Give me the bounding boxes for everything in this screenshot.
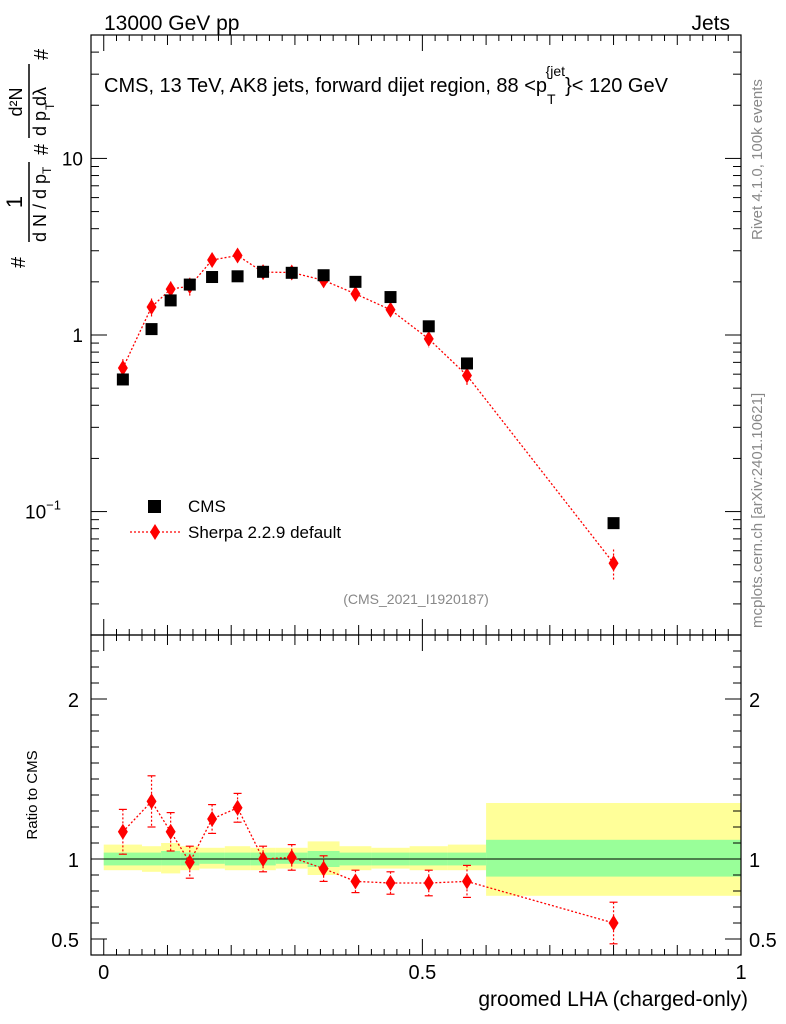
ylabel-one: 1 xyxy=(2,196,27,208)
ylabel-dn-sub: T xyxy=(40,166,54,174)
x-tick-label: 0 xyxy=(98,962,109,984)
ylabel-dn-text: d N / d p xyxy=(30,174,50,242)
ratio-band-inner xyxy=(486,839,741,877)
ylabel-d2n: d²N xyxy=(6,87,26,116)
mc-point xyxy=(165,281,176,298)
cms-point xyxy=(317,269,330,282)
ylabel-hash-3: # xyxy=(31,48,53,60)
mc-point xyxy=(350,285,361,302)
ratio-y-axis-label: Ratio to CMS xyxy=(24,750,41,839)
ratio-uncertainty-bands xyxy=(103,803,741,896)
ylabel-dn: d N / d pT xyxy=(30,166,54,242)
ratio-frame xyxy=(90,634,742,956)
ylabel-hash-1: # xyxy=(8,256,30,268)
ratio-mc-point xyxy=(146,793,157,810)
ratio-data-layer xyxy=(117,775,619,945)
mc-point xyxy=(461,367,472,384)
cms-point xyxy=(349,275,362,288)
ratio-mc-point xyxy=(117,823,128,840)
cms-point xyxy=(145,323,158,336)
ratio-mc-point xyxy=(165,823,176,840)
ratio-y-tick-label-right: 2 xyxy=(749,690,760,712)
ratio-mc-point xyxy=(184,854,195,871)
mc-point xyxy=(423,330,434,347)
x-axis-label: groomed LHA (charged-only) xyxy=(478,988,748,1011)
ylabel-hash-2: # xyxy=(31,143,53,155)
side-label-rivet: Rivet 4.1.0, 100k events xyxy=(749,79,766,240)
mc-point xyxy=(385,301,396,318)
ratio-y-tick-label: 1 xyxy=(68,850,79,872)
legend-marker-cms xyxy=(148,500,161,513)
cms-point xyxy=(285,266,298,279)
legend-label-mc: Sherpa 2.2.9 default xyxy=(188,523,341,542)
ratio-panel: 0.5 0.51 12 20 0.5 1 Ratio to CMS groomed LHA… xyxy=(24,634,777,1011)
main-y-tick-label: 10 xyxy=(62,149,83,170)
cms-point xyxy=(607,517,620,530)
main-y-tick-label-base: 10 xyxy=(25,503,46,524)
main-frame xyxy=(90,34,742,636)
ratio-mc-point xyxy=(258,851,269,867)
title-sup: {jet xyxy=(546,63,566,79)
ratio-mc-point xyxy=(318,860,329,877)
header-energy-label: 13000 GeV pp xyxy=(104,12,239,35)
main-y-tick-label-exp: −1 xyxy=(46,498,61,513)
cms-point xyxy=(422,320,435,333)
mc-point xyxy=(207,251,218,268)
cms-point xyxy=(231,270,244,283)
main-y-tick-label: 10−1 xyxy=(25,498,61,524)
legend-marker-mc xyxy=(150,524,160,540)
ratio-mc-point xyxy=(232,799,243,816)
ratio-band-inner xyxy=(161,851,181,866)
x-tick-label: 1 xyxy=(735,962,746,984)
mc-point xyxy=(146,299,157,316)
title-sub: T xyxy=(547,91,556,107)
ratio-y-tick-label-right: 1 xyxy=(749,850,760,872)
mc-point xyxy=(608,555,619,572)
legend-label-cms: CMS xyxy=(188,497,226,516)
ratio-mc-point xyxy=(350,873,361,890)
header-jets-label: Jets xyxy=(691,12,730,35)
cms-point xyxy=(206,271,219,284)
cms-point xyxy=(164,294,177,307)
analysis-watermark: (CMS_2021_I1920187) xyxy=(343,591,489,607)
ratio-y-tick-label: 2 xyxy=(68,690,79,712)
ratio-mc-point xyxy=(461,873,472,890)
side-label-mcplots: mcplots.cern.ch [arXiv:2401.10621] xyxy=(749,393,766,628)
ratio-mc-point xyxy=(207,811,218,827)
main-data-layer xyxy=(116,247,620,580)
cms-point xyxy=(183,278,196,291)
title-post: }< 120 GeV xyxy=(565,75,669,97)
cms-point xyxy=(116,373,129,386)
ratio-mc-point xyxy=(286,849,297,866)
legend: CMS Sherpa 2.2.9 default xyxy=(130,497,341,542)
ylabel-dpdl-text: d p dλ xyxy=(30,87,50,136)
ratio-band-inner xyxy=(199,852,225,864)
ratio-mc-point xyxy=(423,875,434,891)
mc-point xyxy=(232,247,243,264)
ratio-mc-line xyxy=(122,800,614,924)
title-pre: CMS, 13 TeV, AK8 jets, forward dijet reg… xyxy=(104,75,547,97)
cms-point xyxy=(460,357,473,370)
main-y-tick-label: 1 xyxy=(72,326,83,347)
ratio-mc-point xyxy=(608,915,619,931)
ratio-mc-point xyxy=(385,875,396,891)
cms-point xyxy=(257,265,270,278)
ylabel-dpdl: d p dλ xyxy=(30,87,50,136)
main-y-axis-label: # 1 d N / d pT # d²N d p dλ T # xyxy=(2,48,57,268)
cms-point xyxy=(384,291,397,304)
x-tick-label: 0.5 xyxy=(408,962,436,984)
ratio-y-tick-label-right: 0.5 xyxy=(749,930,777,952)
ratio-y-tick-label: 0.5 xyxy=(51,930,79,952)
ylabel-dpdl-sub: T xyxy=(43,102,57,110)
plot-title: CMS, 13 TeV, AK8 jets, forward dijet reg… xyxy=(104,63,669,107)
mc-point xyxy=(117,360,128,377)
mc-line xyxy=(122,254,615,564)
